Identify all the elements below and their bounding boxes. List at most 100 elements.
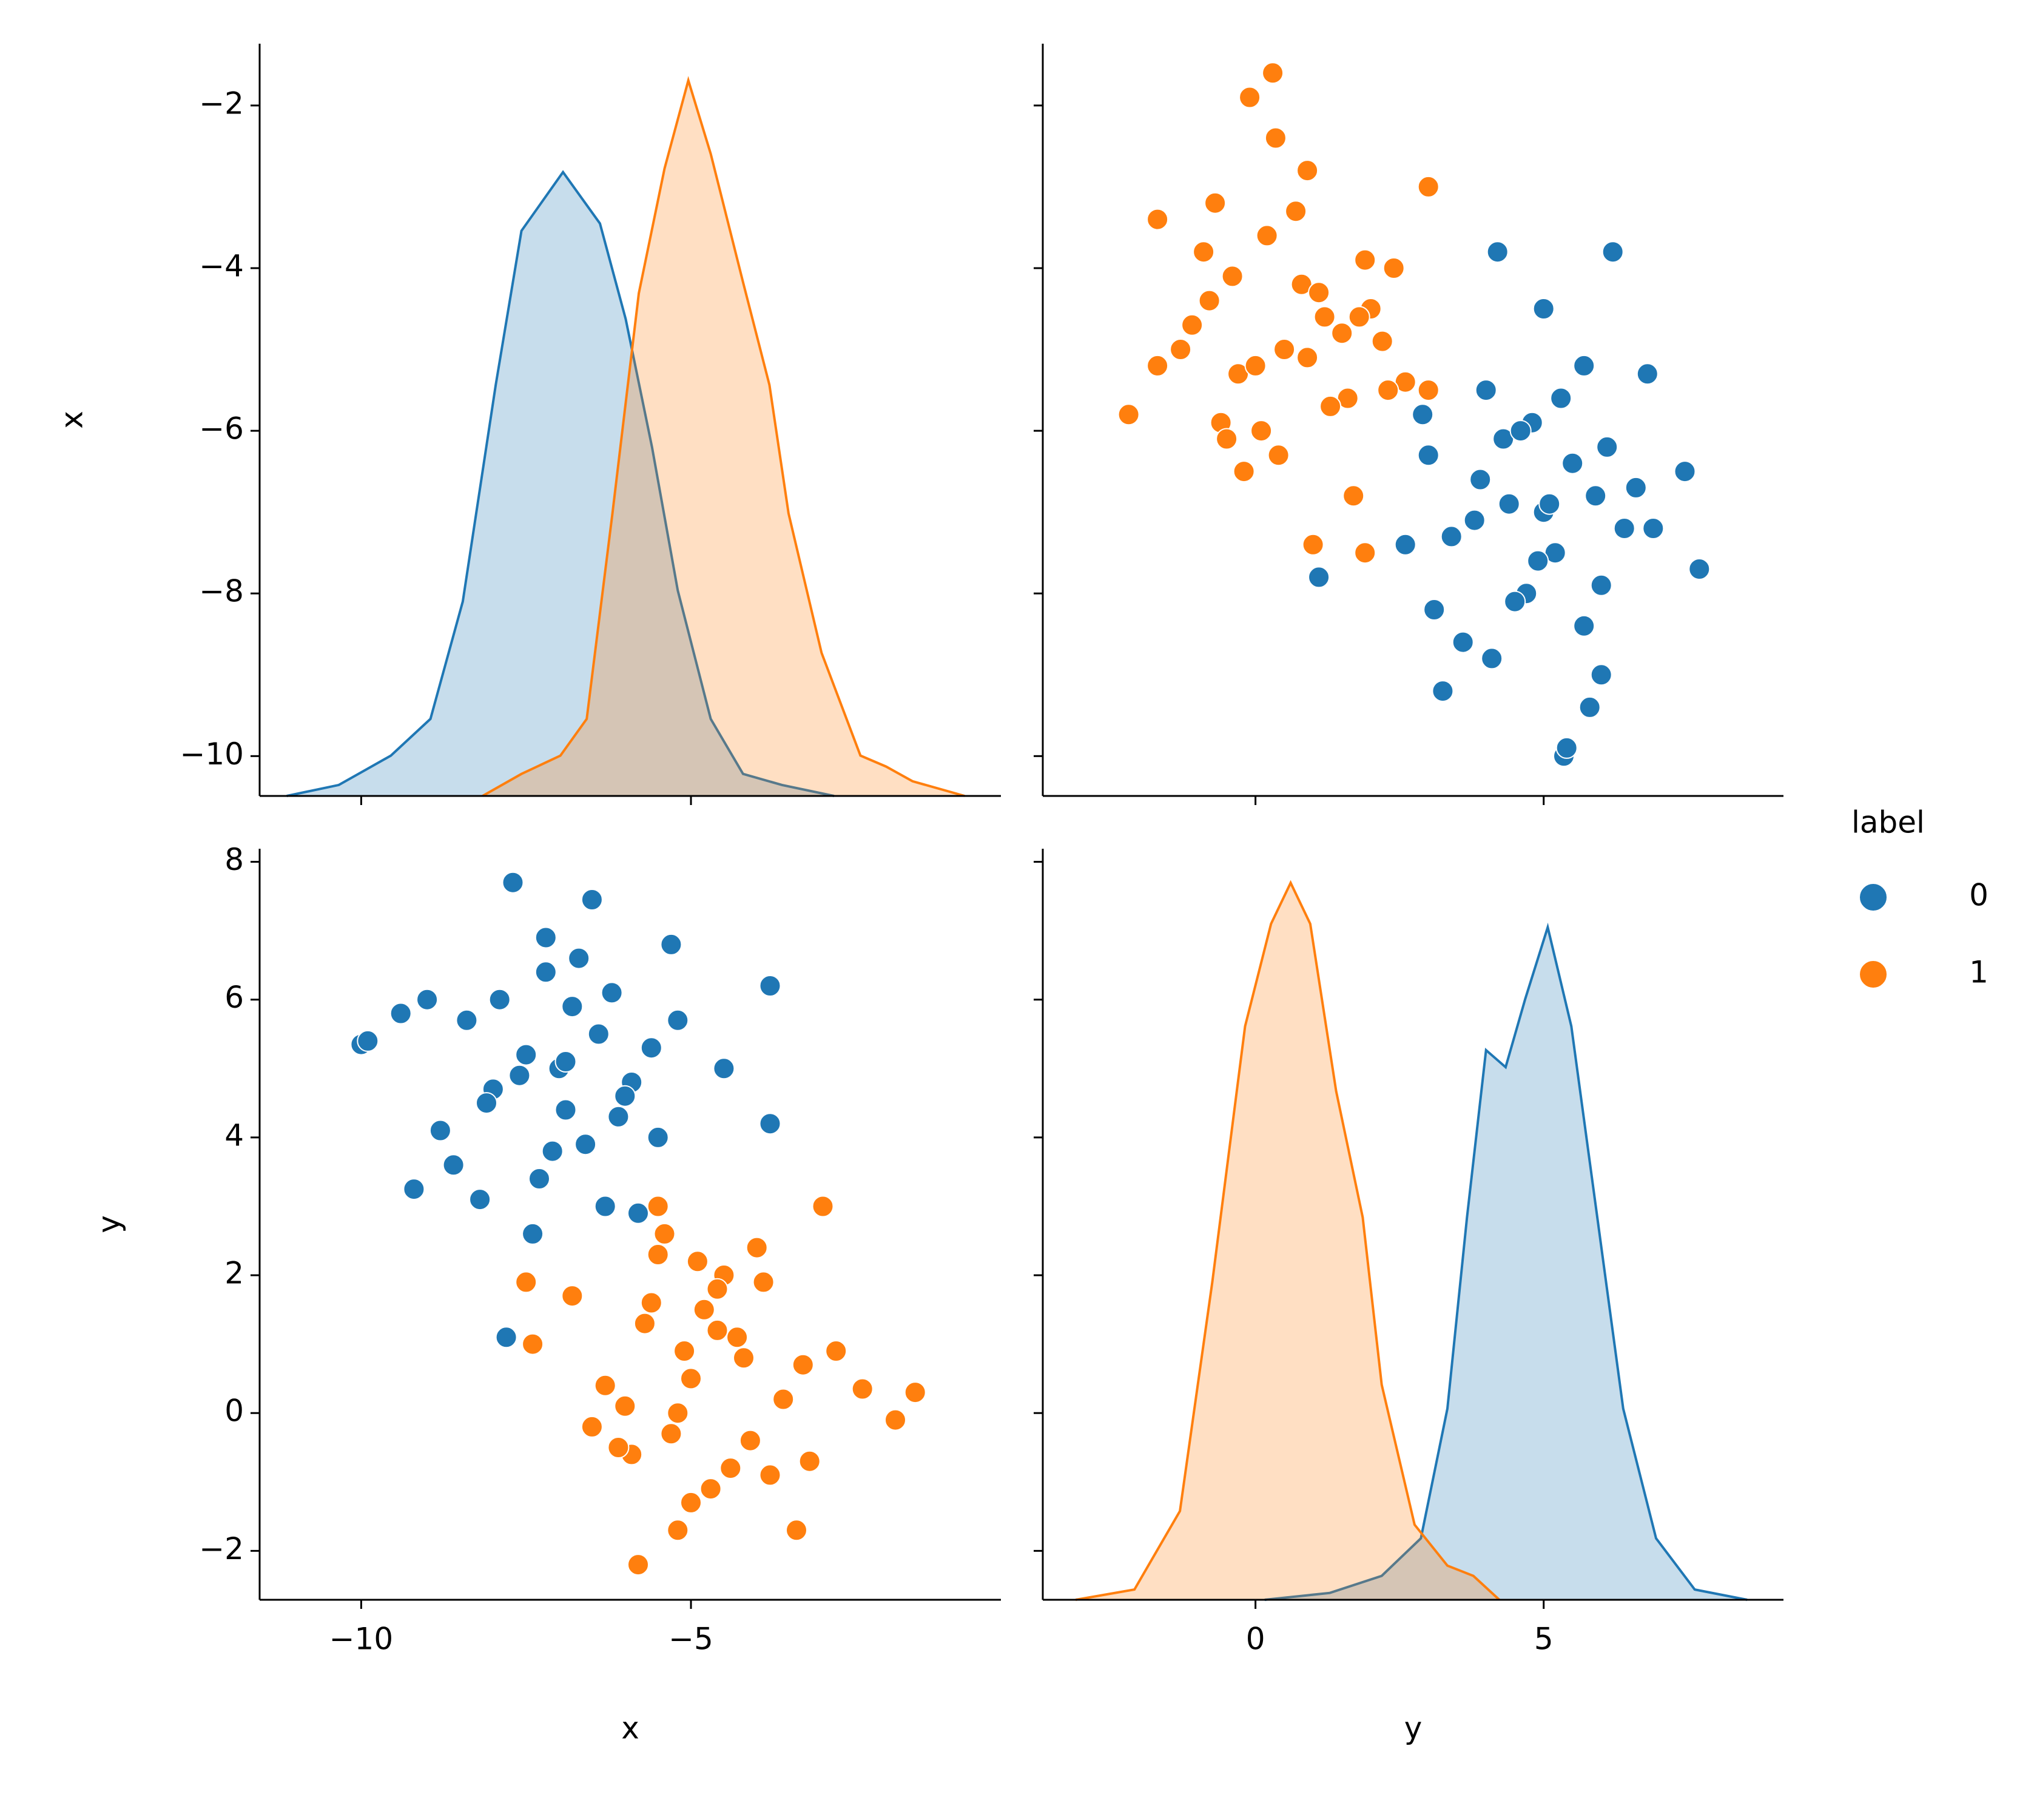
x-tick-label: 0 [1246, 1622, 1265, 1657]
scatter-point [522, 1333, 544, 1355]
scatter-point [574, 1133, 597, 1156]
scatter-point [1313, 306, 1336, 328]
scatter-point [739, 1429, 761, 1452]
scatter-point [726, 1326, 749, 1349]
scatter-point [1509, 420, 1532, 442]
scatter-point [1348, 306, 1370, 328]
scatter-point [1625, 476, 1647, 499]
scatter-point [1555, 736, 1578, 759]
kde-line [286, 170, 835, 797]
scatter-point [1590, 574, 1612, 596]
scatter-point [554, 1099, 577, 1121]
scatter-point [667, 1009, 689, 1031]
scatter-point [812, 1195, 834, 1218]
scatter-point [515, 1271, 537, 1293]
scatter-point [508, 1064, 531, 1087]
scatter-point [1469, 468, 1492, 491]
scatter-point [1423, 599, 1446, 621]
scatter-point [759, 1464, 781, 1486]
scatter-point [1538, 493, 1561, 515]
scatter-point [1475, 379, 1497, 402]
scatter-point [1394, 533, 1416, 556]
scatter-point [389, 1002, 412, 1025]
scatter-point [522, 1222, 544, 1245]
kde-line [482, 76, 965, 797]
scatter-point [1147, 208, 1169, 231]
scatter-point [429, 1119, 451, 1142]
scatter-point [884, 1409, 906, 1431]
scatter-point [403, 1178, 425, 1201]
kde-area [1076, 883, 1500, 1600]
scatter-point [607, 1105, 630, 1128]
scatter-point [792, 1353, 814, 1376]
scatter-point [733, 1347, 755, 1369]
scatter-point [1181, 314, 1204, 336]
scatter-point [357, 1030, 379, 1052]
scatter-point [759, 975, 781, 997]
scatter-point [1504, 590, 1526, 613]
scatter-point [1561, 452, 1584, 474]
scatter-point [594, 1374, 616, 1397]
scatter-point [798, 1450, 821, 1472]
scatter-point [1573, 354, 1595, 377]
scatter-point [515, 1043, 537, 1066]
scatter-point [640, 1292, 662, 1314]
scatter-point [1273, 339, 1296, 360]
x-tick-label: 5 [1534, 1622, 1554, 1657]
scatter-point [772, 1388, 795, 1410]
y-tick-label: −10 [180, 736, 244, 772]
scatter-point [1239, 86, 1261, 109]
scatter-point [693, 1298, 715, 1321]
scatter-point [667, 1402, 689, 1424]
y-tick-label: −6 [199, 411, 244, 447]
scatter-point [1319, 395, 1342, 417]
scatter-point [1642, 517, 1665, 539]
scatter-point [554, 1051, 577, 1073]
scatter-point [640, 1037, 662, 1059]
scatter-point [607, 1437, 630, 1458]
y-tick-label: −2 [199, 1531, 244, 1566]
y-tick-label: 0 [224, 1394, 244, 1429]
scatter-point [1417, 444, 1440, 467]
scatter-point [541, 1140, 564, 1162]
scatter-point [1498, 493, 1520, 515]
scatter-point [1578, 696, 1601, 718]
y-tick-label: 6 [224, 980, 244, 1015]
scatter-point [1308, 566, 1330, 588]
legend-marker [1859, 883, 1888, 912]
scatter-point [851, 1378, 874, 1400]
scatter-point [587, 1023, 610, 1045]
scatter-point [686, 1250, 709, 1273]
scatter-point [1601, 241, 1624, 263]
scatter-point [647, 1195, 669, 1218]
scatter-point [904, 1381, 926, 1404]
scatter-point [1147, 354, 1169, 377]
scatter-point [1221, 265, 1244, 288]
scatter-point [1417, 379, 1440, 402]
legend-marker [1859, 960, 1888, 989]
kde-area [1264, 927, 1748, 1600]
kde-area [482, 80, 965, 796]
scatter-point [1308, 281, 1330, 304]
scatter-point [647, 1244, 669, 1266]
scatter-point [561, 1285, 584, 1307]
x-axis-label: y [1404, 1711, 1423, 1746]
scatter-point [476, 1092, 497, 1114]
y-tick-label: −8 [199, 574, 244, 609]
scatter-point [746, 1236, 768, 1259]
scatter-point [699, 1478, 722, 1500]
scatter-point [1198, 289, 1221, 312]
scatter-point [561, 996, 584, 1018]
scatter-point [1486, 241, 1509, 263]
y-axis-label: x [55, 411, 90, 429]
scatter-point [1193, 241, 1215, 263]
scatter-point [1573, 615, 1595, 637]
scatter-point [601, 982, 623, 1004]
scatter-point [1354, 542, 1376, 564]
scatter-point [1302, 533, 1324, 556]
x-tick-label: −10 [329, 1622, 394, 1657]
y-tick-label: 4 [224, 1117, 244, 1153]
scatter-point [667, 1519, 689, 1542]
scatter-point [660, 1423, 682, 1445]
scatter-point [1371, 330, 1393, 352]
